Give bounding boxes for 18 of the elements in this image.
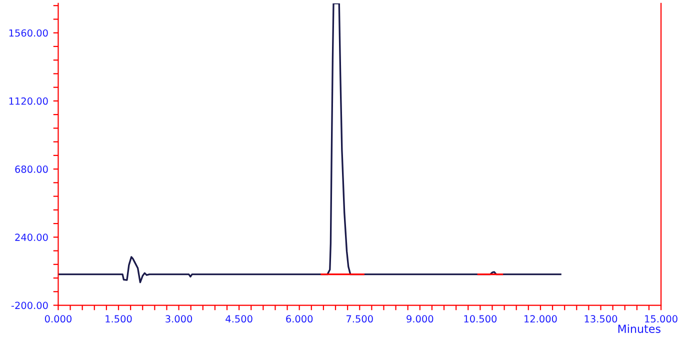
x-tick-label: 3.000 [166, 315, 192, 323]
x-tick-label: 4.500 [226, 315, 252, 323]
x-axis-title: Minutes [618, 324, 660, 333]
x-tick-label: 10.500 [464, 315, 497, 323]
x-tick-label: 13.500 [584, 315, 618, 323]
y-tick-label: 240.00 [15, 234, 48, 241]
y-tick-label: -200.00 [11, 302, 48, 310]
x-tick-label: 0.000 [44, 315, 72, 323]
y-tick-label: 1120.00 [9, 97, 48, 105]
x-tick-label: 6.000 [286, 315, 313, 323]
x-tick-label: 15.000 [645, 315, 678, 323]
x-tick-label: 7.500 [346, 315, 373, 323]
line-series [58, 3, 562, 284]
y-tick-label: 680.00 [15, 166, 48, 173]
y-tick-label: 1560.00 [9, 29, 48, 37]
x-tick-label: 1.500 [106, 315, 132, 323]
x-tick-label: 9.000 [406, 315, 434, 323]
x-tick-label: 12.000 [524, 315, 557, 323]
